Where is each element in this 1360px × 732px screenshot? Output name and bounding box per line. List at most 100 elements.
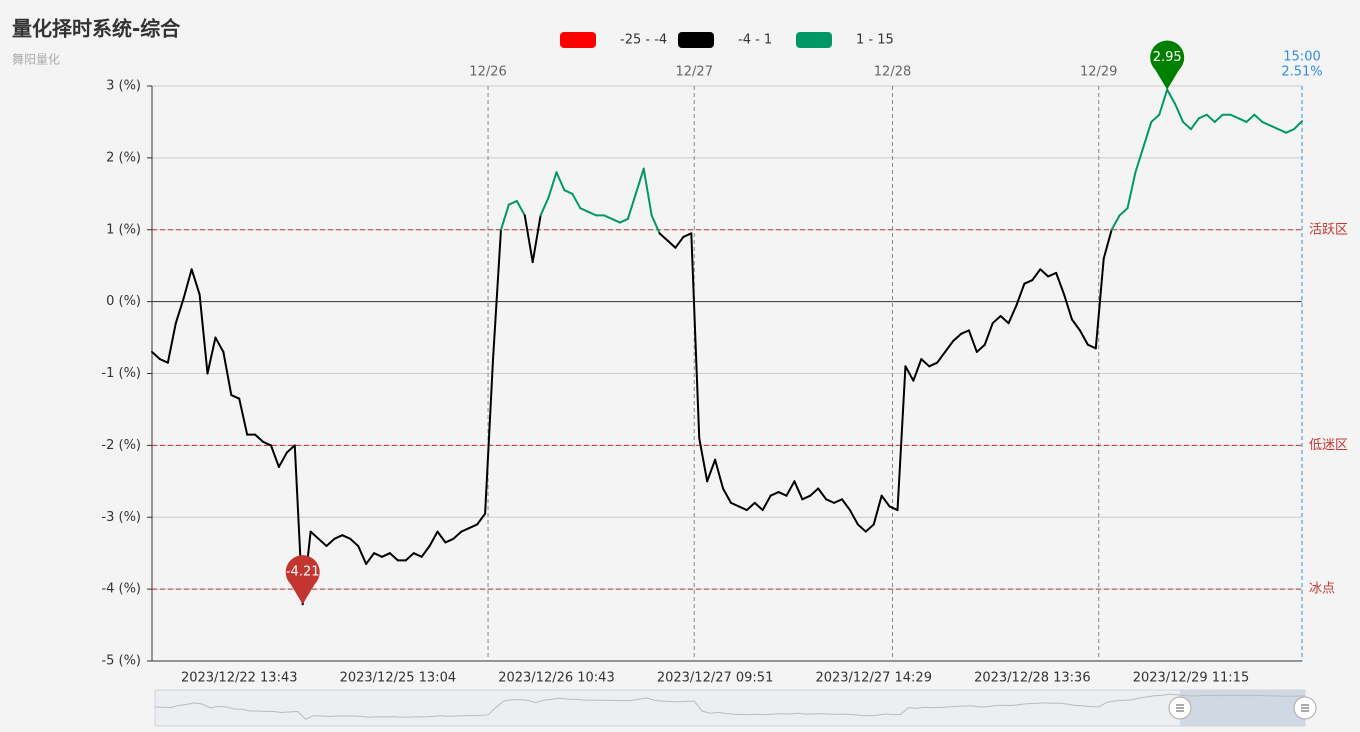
- line-segment: [333, 534, 344, 540]
- data-zoom-handle-grip[interactable]: [1301, 704, 1309, 712]
- line-segment: [1039, 268, 1050, 278]
- line-segment: [761, 494, 772, 512]
- line-segment: [262, 440, 272, 447]
- line-segment: [737, 505, 748, 512]
- line-segment: [650, 214, 661, 235]
- line-segment: [983, 322, 994, 346]
- line-segment: [1229, 113, 1240, 120]
- line-segment: [769, 491, 780, 497]
- line-segment: [642, 167, 653, 217]
- line-segment: [404, 552, 415, 562]
- line-segment: [190, 268, 201, 296]
- line-segment: [214, 336, 225, 353]
- line-segment: [1166, 88, 1177, 105]
- x-tick-label: 2023/12/28 13:36: [974, 671, 1091, 686]
- line-segment: [555, 171, 566, 192]
- line-segment: [967, 329, 978, 353]
- legend-swatch[interactable]: [796, 32, 832, 48]
- line-segment: [872, 494, 883, 526]
- line-segment: [912, 358, 923, 382]
- line-segment: [1158, 88, 1169, 116]
- line-segment: [896, 365, 907, 512]
- line-segment: [309, 530, 320, 540]
- line-segment: [539, 196, 550, 217]
- y-tick-label: -4 (%): [101, 582, 141, 597]
- line-segment: [1134, 146, 1145, 174]
- line-segment: [1102, 228, 1113, 260]
- line-segment: [587, 210, 598, 217]
- line-segment: [618, 217, 629, 224]
- legend-label[interactable]: 1 - 15: [856, 33, 894, 48]
- line-segment: [1293, 120, 1303, 131]
- line-segment: [936, 350, 947, 364]
- line-segment: [388, 552, 399, 562]
- y-tick-label: 2 (%): [106, 150, 141, 165]
- legend-swatch[interactable]: [678, 32, 714, 48]
- line-segment: [1078, 329, 1089, 346]
- line-segment: [1213, 113, 1224, 123]
- data-zoom-preview: [154, 693, 1306, 720]
- line-segment: [777, 491, 788, 497]
- y-tick-label: 3 (%): [106, 79, 141, 94]
- legend-swatch[interactable]: [560, 32, 596, 48]
- legend-label[interactable]: -25 - -4: [620, 33, 667, 48]
- line-segment: [492, 228, 502, 361]
- line-segment: [1174, 102, 1185, 123]
- line-segment: [1237, 117, 1248, 123]
- line-segment: [1086, 343, 1097, 350]
- line-segment: [222, 350, 233, 397]
- max-pin: [1150, 40, 1185, 90]
- line-segment: [420, 545, 431, 558]
- line-segment: [1253, 113, 1264, 123]
- line-segment: [198, 293, 209, 375]
- line-segment: [706, 458, 717, 483]
- mark-line-label: 冰点: [1309, 582, 1335, 597]
- line-segment: [341, 534, 352, 540]
- line-segment: [1126, 171, 1137, 210]
- data-zoom-handle-grip[interactable]: [1176, 704, 1184, 712]
- line-segment: [484, 358, 495, 515]
- line-segment: [476, 512, 487, 526]
- legend-label[interactable]: -4 - 1: [738, 33, 772, 48]
- max-pin-label: 2.95: [1153, 50, 1182, 65]
- line-segment: [1071, 318, 1081, 332]
- line-segment: [999, 315, 1010, 325]
- line-segment: [959, 329, 970, 335]
- line-segment: [1245, 113, 1256, 123]
- day-label: 12/26: [469, 65, 506, 80]
- line-segment: [1277, 128, 1288, 134]
- line-segment: [880, 494, 891, 508]
- line-segment: [499, 203, 510, 231]
- line-segment: [1261, 120, 1272, 127]
- line-segment: [634, 167, 645, 195]
- line-segment: [206, 336, 217, 375]
- x-tick-label: 2023/12/27 14:29: [815, 671, 932, 686]
- line-segment: [698, 437, 709, 483]
- line-segment: [1015, 282, 1026, 307]
- line-segment: [801, 494, 812, 501]
- line-segment: [1023, 279, 1034, 285]
- chart-title: 量化择时系统-综合: [12, 17, 181, 41]
- line-segment: [944, 340, 955, 353]
- line-segment: [888, 505, 899, 512]
- line-segment: [833, 498, 843, 504]
- line-segment: [1110, 214, 1121, 231]
- line-segment: [1055, 271, 1066, 296]
- line-segment: [579, 207, 590, 213]
- mark-line-label: 活跃区: [1309, 222, 1348, 237]
- line-segment: [444, 537, 455, 544]
- data-zoom[interactable]: [154, 689, 1306, 727]
- line-segment: [603, 214, 613, 220]
- line-segment: [928, 361, 939, 368]
- line-segment: [523, 214, 534, 264]
- min-pin: [285, 555, 320, 605]
- line-segment: [531, 214, 542, 264]
- line-segment: [182, 268, 193, 300]
- line-segment: [1205, 113, 1216, 123]
- line-segment: [468, 523, 479, 530]
- min-pin-label: -4.21: [286, 565, 320, 580]
- line-segment: [317, 537, 328, 547]
- line-segment: [658, 232, 669, 242]
- line-segment: [611, 217, 621, 224]
- line-segment: [507, 200, 518, 206]
